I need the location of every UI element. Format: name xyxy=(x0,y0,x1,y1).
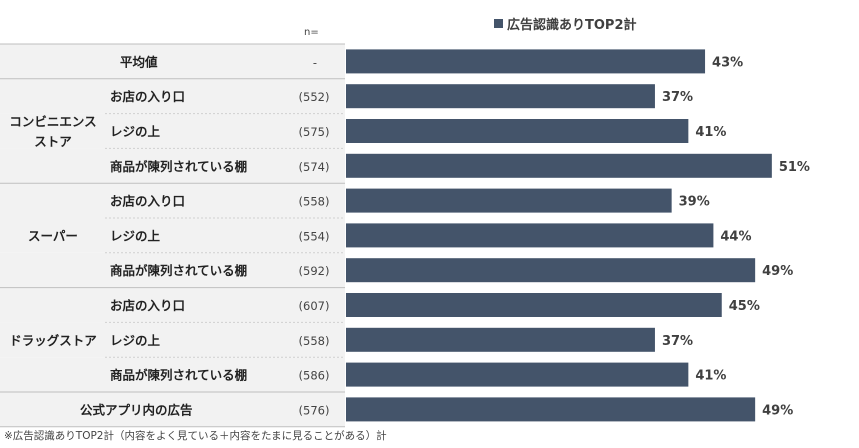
bar xyxy=(346,397,755,421)
bar xyxy=(346,189,672,213)
footnote: ※広告認識ありTOP2計（内容をよく見ている＋内容をたまに見ることがある）計 xyxy=(4,428,387,443)
n-value: (576) xyxy=(299,403,330,417)
row-label: お店の入り口 xyxy=(110,298,185,313)
n-value: (592) xyxy=(299,264,330,278)
row-label: レジの上 xyxy=(110,228,161,243)
row-label: 商品が陳列されている棚 xyxy=(110,368,247,383)
group-label: スーパー xyxy=(28,228,78,243)
group-label: ドラッグストア xyxy=(9,333,97,348)
bar xyxy=(346,223,713,247)
bar-value-label: 51% xyxy=(779,160,810,175)
bar-value-label: 41% xyxy=(695,369,726,384)
n-value: (575) xyxy=(299,125,330,139)
bar-value-label: 39% xyxy=(679,195,710,210)
n-value: (574) xyxy=(299,160,330,174)
n-value: (607) xyxy=(299,299,330,313)
group-label: ストア xyxy=(34,134,72,149)
group-label: コンビニエンス xyxy=(9,114,96,129)
n-value: (558) xyxy=(299,195,330,209)
bar-value-label: 43% xyxy=(712,55,743,70)
n-value: (552) xyxy=(299,90,330,104)
bar-value-label: 44% xyxy=(720,229,751,244)
row-label: 平均値 xyxy=(120,54,158,69)
n-value: (554) xyxy=(299,229,330,243)
row-background xyxy=(0,44,345,79)
row-label: 商品が陳列されている棚 xyxy=(110,159,247,174)
bar-value-label: 49% xyxy=(762,403,793,418)
bar-value-label: 49% xyxy=(762,264,793,279)
row-label: お店の入り口 xyxy=(110,89,185,104)
bar xyxy=(346,328,655,352)
row-label: レジの上 xyxy=(110,333,161,348)
bar-value-label: 41% xyxy=(695,125,726,140)
row-label: 商品が陳列されている棚 xyxy=(110,263,247,278)
row-label: レジの上 xyxy=(110,124,161,139)
bar xyxy=(346,119,688,143)
bar-value-label: 37% xyxy=(662,334,693,349)
row-label: 公式アプリ内の広告 xyxy=(80,402,193,417)
bar xyxy=(346,363,688,387)
n-value: (586) xyxy=(299,369,330,383)
bar xyxy=(346,293,722,317)
bar-value-label: 45% xyxy=(729,299,760,314)
row-label: お店の入り口 xyxy=(110,194,185,209)
bar xyxy=(346,258,755,282)
n-value: - xyxy=(313,55,317,69)
bar xyxy=(346,49,705,73)
bar-value-label: 37% xyxy=(662,90,693,105)
bar xyxy=(346,154,772,178)
n-value: (558) xyxy=(299,334,330,348)
bar xyxy=(346,84,655,108)
